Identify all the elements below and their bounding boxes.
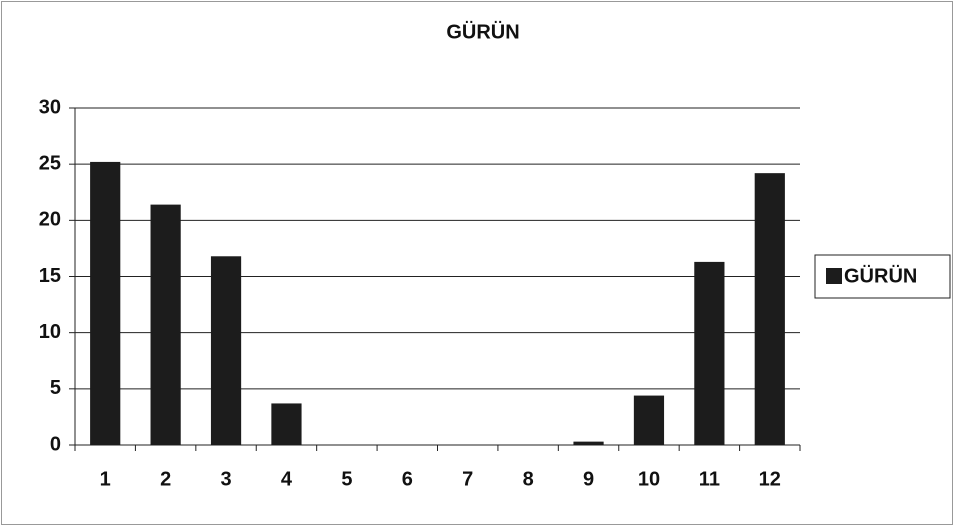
x-tick-label: 1 <box>100 468 111 490</box>
x-tick-label: 8 <box>523 468 534 490</box>
bar <box>150 204 181 445</box>
x-tick-label: 12 <box>759 468 781 490</box>
x-tick-label: 4 <box>281 468 293 490</box>
x-tick-label: 3 <box>220 468 231 490</box>
y-tick-label: 30 <box>39 96 61 118</box>
y-tick-label: 10 <box>39 321 61 343</box>
x-tick-label: 6 <box>402 468 413 490</box>
legend-label: GÜRÜN <box>844 264 917 287</box>
bar <box>90 161 121 446</box>
bar <box>573 441 604 445</box>
bar <box>210 256 242 445</box>
y-tick-label: 0 <box>50 433 61 455</box>
legend-swatch <box>826 268 842 284</box>
bar <box>694 261 725 445</box>
y-tick-label: 5 <box>50 377 61 399</box>
x-tick-label: 7 <box>462 468 473 490</box>
bar <box>633 395 665 445</box>
y-tick-label: 15 <box>39 265 61 287</box>
y-tick-label: 20 <box>39 209 61 231</box>
bar <box>271 403 302 445</box>
bar <box>754 173 785 446</box>
chart-title: GÜRÜN <box>446 20 519 43</box>
x-tick-label: 2 <box>160 468 171 490</box>
x-tick-label: 11 <box>699 468 720 490</box>
x-tick-label: 5 <box>341 468 352 490</box>
y-tick-label: 25 <box>39 152 61 174</box>
x-tick-label: 10 <box>638 468 660 490</box>
x-tick-label: 9 <box>583 468 594 490</box>
